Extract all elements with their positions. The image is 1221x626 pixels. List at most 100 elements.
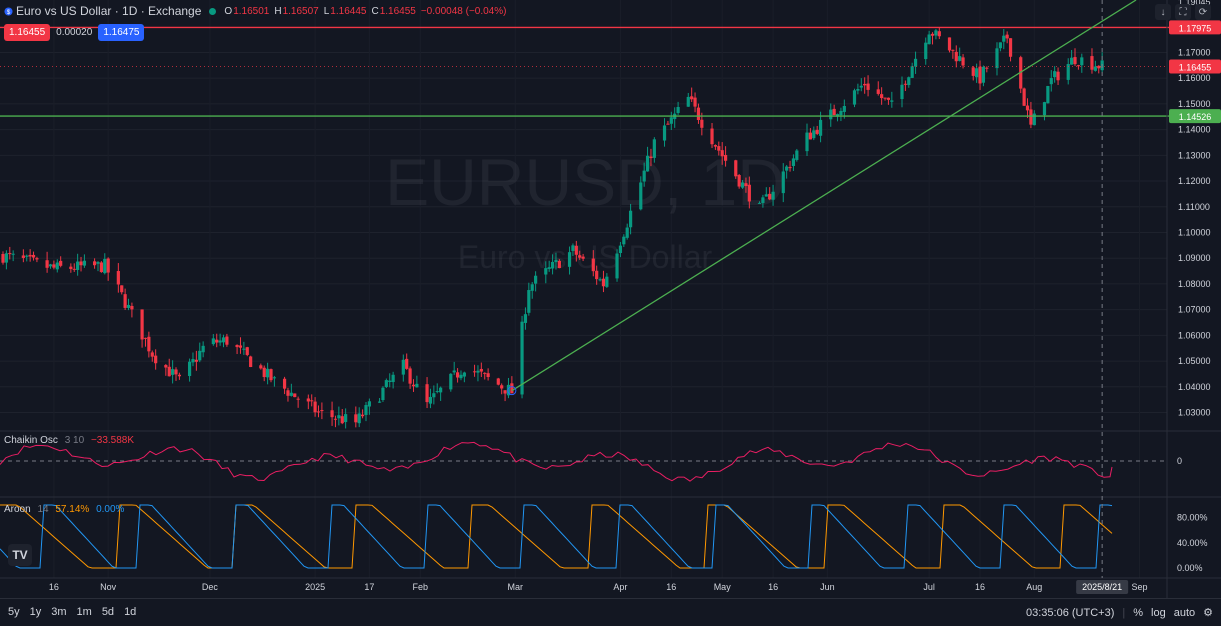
symbol-header[interactable]: $ Euro vs US Dollar · 1D · Exchange O 1.1…: [4, 3, 511, 19]
sell-button[interactable]: 1.16455: [4, 24, 51, 41]
candle: [337, 406, 341, 426]
candle-body: [194, 359, 198, 362]
levels[interactable]: 1.17975 1.14526 1.16455: [0, 20, 1221, 124]
tradingview-logo-icon[interactable]: TV: [8, 544, 32, 566]
range-button-1m[interactable]: 1m: [76, 606, 92, 618]
candle: [618, 241, 623, 258]
candle: [45, 251, 49, 273]
range-button-3m[interactable]: 3m: [51, 606, 67, 618]
candle: [48, 263, 53, 269]
candle-body: [618, 245, 623, 254]
auto-toggle[interactable]: auto: [1173, 606, 1196, 619]
trendline-group[interactable]: [507, 0, 1137, 396]
candle: [652, 137, 656, 163]
candle: [167, 358, 171, 377]
download-icon[interactable]: ↓: [1155, 4, 1171, 20]
candle-body: [225, 336, 229, 345]
candle-body: [333, 418, 338, 420]
candle-body: [812, 130, 816, 139]
candle: [432, 385, 436, 405]
trendline: [511, 0, 1137, 392]
price-chart[interactable]: EURUSD, 1D Euro vs US Dollar 1.17975 1.14…: [0, 0, 1221, 598]
candle: [106, 257, 110, 281]
candle: [221, 334, 226, 348]
aroon-legend[interactable]: Aroon 14 57.14% 0.00%: [4, 504, 124, 515]
range-button-5d[interactable]: 5d: [101, 606, 115, 618]
candle-body: [130, 305, 134, 310]
candle-body: [388, 380, 392, 382]
price-top-label: 1.19045: [1178, 0, 1211, 7]
chaikin-legend[interactable]: Chaikin Osc 3 10 −33.588K: [4, 435, 134, 446]
candle-body: [1022, 88, 1026, 106]
candle-body: [150, 352, 154, 357]
symbol-title[interactable]: Euro vs US Dollar · 1D · Exchange: [16, 4, 202, 18]
candle-body: [191, 359, 195, 363]
candle: [191, 352, 195, 367]
candle-body: [720, 150, 724, 157]
price-axis[interactable]: 1.03000 1.04000 1.05000 1.06000 1.07000 1.080…: [1166, 0, 1211, 598]
candle: [951, 49, 955, 59]
candle-body: [106, 258, 110, 273]
candle-body: [927, 34, 931, 45]
log-toggle[interactable]: log: [1151, 606, 1166, 619]
candle: [815, 125, 819, 136]
candle: [978, 60, 982, 90]
candle: [1070, 50, 1074, 65]
price-tick-label: 1.16000: [1178, 73, 1211, 83]
candle-body: [367, 401, 371, 407]
candle-body: [272, 377, 276, 379]
refresh-icon[interactable]: ⟳: [1195, 4, 1211, 20]
candle: [1042, 101, 1047, 121]
clock[interactable]: 03:35:06 (UTC+3): [1026, 606, 1115, 619]
price-tick-label: 1.13000: [1178, 150, 1211, 160]
candle-body: [530, 284, 534, 291]
ohlc-key: L: [323, 5, 330, 17]
chaikin-zero-label: 0: [1177, 456, 1182, 466]
time-axis[interactable]: 16 Nov Dec 2025 17 Feb Mar Apr 16 May 16 Jun Jul 16 Au…: [0, 577, 1221, 592]
candle: [829, 103, 833, 127]
range-button-1y[interactable]: 1y: [29, 606, 42, 618]
candle-body: [337, 415, 341, 419]
time-tick-label: Feb: [413, 582, 429, 592]
candle-body: [1046, 85, 1050, 104]
range-button-1d[interactable]: 1d: [124, 606, 137, 618]
candle: [761, 194, 765, 208]
buy-button[interactable]: 1.16475: [98, 24, 145, 41]
candle: [710, 123, 714, 149]
candle: [686, 92, 690, 107]
percent-toggle[interactable]: %: [1133, 606, 1144, 619]
candle-body: [598, 279, 602, 281]
aroon-tick-label: 40.00%: [1177, 538, 1208, 548]
candle-body: [557, 260, 561, 269]
candle-body: [863, 83, 867, 86]
level-price-tag: [1169, 109, 1221, 124]
candle-body: [147, 336, 151, 352]
candle: [384, 378, 388, 389]
candle-body: [59, 260, 63, 266]
candle-body: [771, 191, 775, 200]
range-button-5y[interactable]: 5y: [8, 606, 20, 618]
candle-body: [859, 85, 863, 88]
candle: [171, 360, 175, 384]
candle-body: [951, 49, 955, 51]
chaikin-pane: 0: [0, 430, 1221, 498]
price-tick-label: 1.05000: [1178, 356, 1211, 366]
time-tick-label: Dec: [202, 582, 219, 592]
watermark-symbol: EURUSD, 1D: [385, 145, 785, 219]
candles: [1, 27, 1104, 429]
candle: [856, 83, 860, 95]
time-tick-label: 16: [666, 582, 676, 592]
candle-body: [880, 94, 884, 99]
candle-body: [171, 369, 175, 375]
candle: [930, 32, 935, 45]
candle: [866, 75, 870, 97]
candle: [360, 409, 365, 419]
fullscreen-icon[interactable]: ⛶: [1175, 4, 1191, 20]
candle-body: [713, 145, 718, 147]
candle-body: [167, 366, 171, 377]
candle: [177, 372, 182, 380]
candle-body: [1056, 71, 1060, 81]
candle: [534, 271, 538, 292]
candle-body: [954, 51, 958, 62]
settings-gear-icon[interactable]: ⚙: [1203, 607, 1213, 619]
